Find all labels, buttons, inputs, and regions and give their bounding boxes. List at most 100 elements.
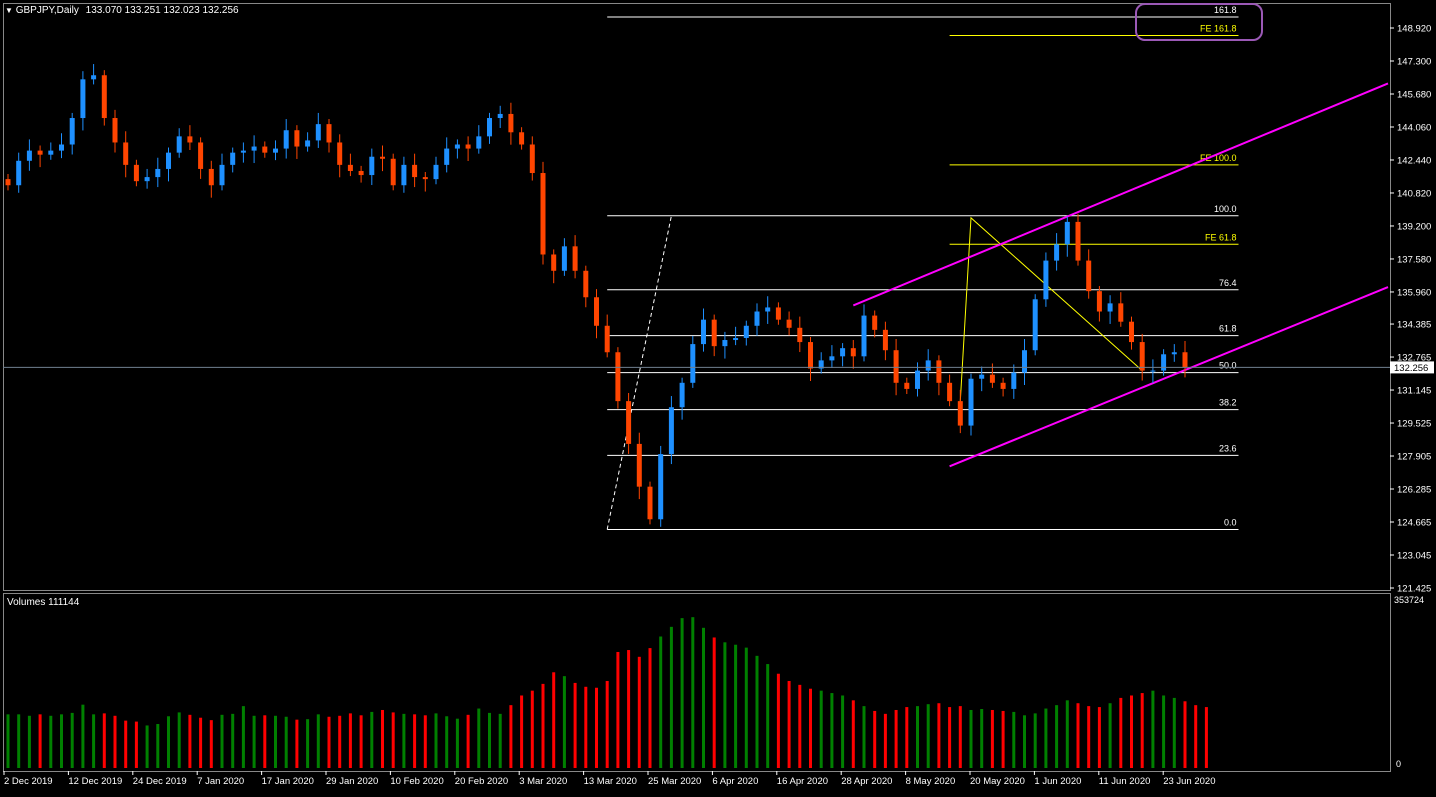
bearish-candle[interactable]: [123, 142, 129, 165]
bearish-candle[interactable]: [594, 297, 599, 326]
volume-bar-down[interactable]: [851, 700, 855, 768]
volume-bar-up[interactable]: [659, 636, 663, 768]
volume-bar-down[interactable]: [584, 686, 588, 768]
bullish-candle[interactable]: [561, 246, 567, 271]
bearish-candle[interactable]: [5, 179, 11, 186]
bullish-candle[interactable]: [733, 337, 739, 341]
volume-bar-down[interactable]: [359, 715, 363, 768]
bearish-candle[interactable]: [882, 329, 888, 351]
volume-bar-up[interactable]: [562, 676, 566, 768]
collapse-triangle-icon[interactable]: ▼: [5, 6, 13, 15]
volume-bar-down[interactable]: [188, 714, 192, 768]
bullish-candle[interactable]: [840, 348, 846, 357]
volume-bar-down[interactable]: [573, 682, 577, 768]
bullish-candle[interactable]: [765, 307, 771, 312]
bullish-candle[interactable]: [305, 140, 311, 147]
volume-bar-up[interactable]: [1044, 708, 1048, 768]
channel-lower-line[interactable]: [949, 286, 1389, 468]
bullish-candle[interactable]: [444, 148, 450, 165]
bullish-candle[interactable]: [315, 124, 321, 141]
volume-bar-down[interactable]: [809, 688, 812, 768]
bearish-candle[interactable]: [347, 164, 353, 171]
volume-bar-down[interactable]: [263, 715, 267, 768]
volume-bar-up[interactable]: [70, 712, 74, 768]
bullish-candle[interactable]: [16, 160, 22, 186]
volume-bar-down[interactable]: [1097, 707, 1101, 768]
volume-bar-down[interactable]: [295, 719, 299, 768]
bearish-candle[interactable]: [326, 124, 332, 143]
bearish-candle[interactable]: [604, 325, 610, 353]
volume-bar-down[interactable]: [1076, 703, 1080, 768]
volume-bar-down[interactable]: [627, 650, 631, 768]
bullish-candle[interactable]: [401, 164, 407, 186]
bearish-candle[interactable]: [337, 142, 343, 165]
volume-bar-down[interactable]: [338, 715, 342, 768]
bullish-candle[interactable]: [240, 150, 246, 153]
volume-bar-up[interactable]: [744, 647, 748, 768]
bearish-candle[interactable]: [508, 113, 514, 133]
volume-bar-up[interactable]: [926, 704, 930, 768]
bullish-candle[interactable]: [925, 360, 931, 371]
volume-bar-up[interactable]: [445, 716, 449, 768]
bullish-candle[interactable]: [861, 315, 867, 357]
volume-bar-up[interactable]: [167, 716, 170, 768]
bearish-candle[interactable]: [626, 401, 632, 444]
volume-bar-up[interactable]: [17, 714, 21, 768]
bullish-candle[interactable]: [476, 136, 482, 149]
bullish-candle[interactable]: [668, 407, 674, 455]
bullish-candle[interactable]: [754, 311, 760, 326]
volume-bar-up[interactable]: [1162, 695, 1166, 768]
volume-bar-up[interactable]: [145, 725, 149, 768]
volume-bar-up[interactable]: [274, 715, 277, 768]
bullish-candle[interactable]: [48, 150, 54, 155]
volume-bar-up[interactable]: [370, 711, 374, 768]
volume-bar-down[interactable]: [124, 720, 128, 768]
bullish-candle[interactable]: [1022, 350, 1027, 373]
bearish-candle[interactable]: [1139, 342, 1145, 371]
bullish-candle[interactable]: [1043, 260, 1049, 300]
bullish-candle[interactable]: [454, 144, 460, 149]
volume-bar-down[interactable]: [1204, 707, 1208, 768]
bullish-candle[interactable]: [701, 319, 706, 345]
bearish-candle[interactable]: [1086, 260, 1092, 292]
volume-bar-up[interactable]: [252, 715, 256, 768]
bearish-candle[interactable]: [1075, 221, 1081, 261]
bullish-candle[interactable]: [283, 130, 289, 149]
volume-bar-down[interactable]: [1119, 697, 1123, 768]
bullish-candle[interactable]: [166, 152, 171, 169]
bullish-candle[interactable]: [369, 156, 375, 176]
volume-bar-up[interactable]: [306, 719, 310, 768]
bearish-candle[interactable]: [615, 352, 621, 402]
volume-bar-down[interactable]: [520, 695, 524, 768]
bearish-candle[interactable]: [1182, 352, 1188, 368]
bullish-candle[interactable]: [251, 146, 257, 151]
volume-bar-up[interactable]: [27, 715, 31, 768]
volume-bar-up[interactable]: [498, 713, 502, 768]
volume-bar-down[interactable]: [391, 712, 395, 768]
bearish-candle[interactable]: [583, 270, 589, 298]
bearish-candle[interactable]: [101, 75, 107, 119]
volume-bar-up[interactable]: [241, 706, 245, 768]
volume-bar-up[interactable]: [1055, 705, 1059, 768]
bearish-candle[interactable]: [893, 350, 899, 383]
bearish-candle[interactable]: [1118, 303, 1124, 322]
volume-bar-up[interactable]: [81, 704, 85, 768]
bearish-candle[interactable]: [422, 177, 428, 180]
volume-bar-down[interactable]: [1183, 701, 1187, 768]
bearish-candle[interactable]: [989, 374, 995, 383]
bearish-candle[interactable]: [380, 156, 385, 159]
bearish-candle[interactable]: [465, 144, 471, 149]
volume-bar-up[interactable]: [177, 712, 181, 768]
volume-bar-down[interactable]: [413, 714, 417, 768]
bearish-candle[interactable]: [208, 168, 214, 186]
bullish-candle[interactable]: [690, 344, 696, 383]
volume-bar-up[interactable]: [862, 706, 866, 768]
bearish-candle[interactable]: [1129, 321, 1134, 343]
bullish-candle[interactable]: [433, 164, 439, 180]
bearish-candle[interactable]: [358, 170, 364, 176]
volume-bar-down[interactable]: [637, 656, 641, 768]
bullish-candle[interactable]: [487, 118, 492, 137]
volume-bar-down[interactable]: [605, 680, 609, 768]
